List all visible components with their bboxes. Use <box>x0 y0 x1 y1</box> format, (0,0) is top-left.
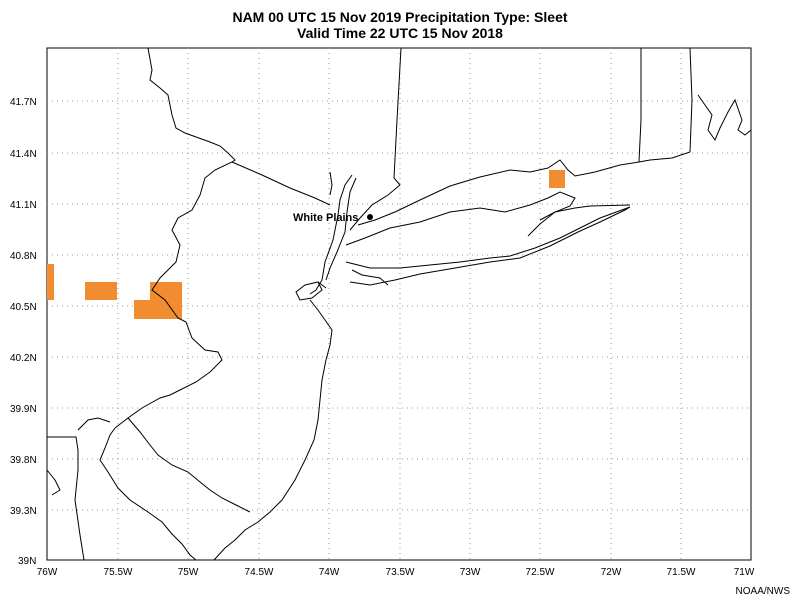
sleet-cell <box>549 170 565 188</box>
lon-label: 71W <box>734 567 755 578</box>
lon-label: 73W <box>460 567 481 578</box>
narragansett-bay <box>697 94 752 142</box>
lat-label: 40.5N <box>10 302 37 313</box>
ny-nj-border <box>231 161 331 206</box>
latitude-labels: 41.7N 41.4N 41.1N 40.8N 40.5N 40.2N 39.9… <box>10 97 37 567</box>
lat-label: 40.8N <box>10 251 37 262</box>
white-plains-marker <box>367 214 373 220</box>
lon-label: 73.5W <box>386 567 415 578</box>
nj-raritan-coast <box>213 299 333 561</box>
lon-label: 74W <box>319 567 340 578</box>
sleet-cell <box>85 282 117 300</box>
sleet-cell <box>134 300 182 319</box>
lat-label: 41.7N <box>10 97 37 108</box>
raritan-bay-inlet <box>317 281 327 289</box>
long-island-fork <box>539 204 631 221</box>
delaware-bay-east <box>127 417 251 513</box>
staten-island <box>295 281 323 301</box>
md-de-border <box>47 436 85 561</box>
longitude-labels: 76W 75.5W 75W 74.5W 74W 73.5W 73W 72.5W … <box>37 567 755 578</box>
lat-label: 39.9N <box>10 404 37 415</box>
delaware-river-border <box>114 47 236 429</box>
long-island-north <box>345 191 576 246</box>
lat-label: 39.8N <box>10 455 37 466</box>
noaa-credit: NOAA/NWS <box>735 586 790 597</box>
lon-label: 71.5W <box>667 567 696 578</box>
lon-label: 74.5W <box>245 567 274 578</box>
ri-border <box>689 47 693 153</box>
ct-ma-border <box>638 48 691 163</box>
boundaries <box>46 47 752 561</box>
sleet-cell <box>47 264 54 300</box>
ct-coastline <box>357 159 640 226</box>
map-title: NAM 00 UTC 15 Nov 2019 Precipitation Typ… <box>232 9 568 25</box>
lat-label: 39.3N <box>10 506 37 517</box>
sleet-cell <box>150 282 182 300</box>
lon-label: 72.5W <box>526 567 555 578</box>
sleet-areas <box>47 170 565 319</box>
ny-ct-border <box>349 47 402 231</box>
lat-label: 40.2N <box>10 353 37 364</box>
white-plains-label: White Plains <box>293 212 358 224</box>
lon-label: 75.5W <box>104 567 133 578</box>
ny-pa-northern-line <box>329 171 333 196</box>
long-island-south <box>345 206 631 286</box>
lat-label: 41.4N <box>10 149 37 160</box>
hudson-river-east-bank <box>325 177 357 281</box>
lon-label: 75W <box>178 567 199 578</box>
lat-label: 41.1N <box>10 200 37 211</box>
lat-label: 39N <box>18 556 36 567</box>
hudson-river <box>309 174 353 295</box>
lon-label: 72W <box>601 567 622 578</box>
graticule <box>47 48 751 560</box>
jamaica-bay <box>351 269 389 286</box>
chesapeake-inlet <box>46 469 61 496</box>
valid-time-subtitle: Valid Time 22 UTC 15 Nov 2018 <box>297 25 503 41</box>
delmarva-coast <box>77 417 111 431</box>
lon-label: 76W <box>37 567 58 578</box>
delaware-bay-west <box>99 427 197 561</box>
